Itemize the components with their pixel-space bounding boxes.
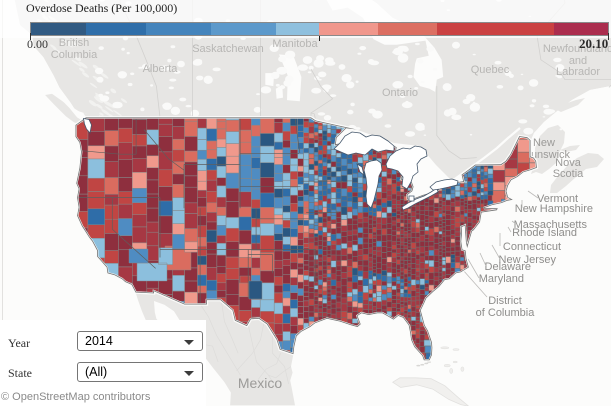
svg-text:Mexico: Mexico <box>238 375 283 391</box>
svg-text:Saskatchewan: Saskatchewan <box>192 43 264 55</box>
svg-text:New: New <box>533 137 555 149</box>
svg-text:New Hampshire: New Hampshire <box>515 203 593 215</box>
svg-text:Rhode Island: Rhode Island <box>512 227 577 239</box>
svg-text:Manitoba: Manitoba <box>272 38 318 50</box>
svg-text:Vermont: Vermont <box>537 193 578 205</box>
svg-text:British: British <box>59 37 90 49</box>
svg-text:District: District <box>488 295 522 307</box>
svg-text:Newfoundland: Newfoundland <box>543 43 611 55</box>
svg-text:Alberta: Alberta <box>143 63 179 75</box>
svg-text:Massachusetts: Massachusetts <box>514 219 588 231</box>
svg-text:Nova: Nova <box>555 157 582 169</box>
svg-text:and: and <box>569 55 587 67</box>
svg-text:Columbia: Columbia <box>51 49 98 61</box>
svg-text:Labrador: Labrador <box>556 66 600 78</box>
svg-text:Delaware: Delaware <box>485 261 531 273</box>
svg-text:Quebec: Quebec <box>471 64 510 76</box>
svg-text:Scotia: Scotia <box>553 168 584 180</box>
svg-text:Maryland: Maryland <box>479 273 524 285</box>
svg-text:Connecticut: Connecticut <box>503 241 561 253</box>
svg-text:New Jersey: New Jersey <box>499 254 557 266</box>
svg-text:Ontario: Ontario <box>382 87 418 99</box>
svg-text:of Columbia: of Columbia <box>476 307 536 319</box>
